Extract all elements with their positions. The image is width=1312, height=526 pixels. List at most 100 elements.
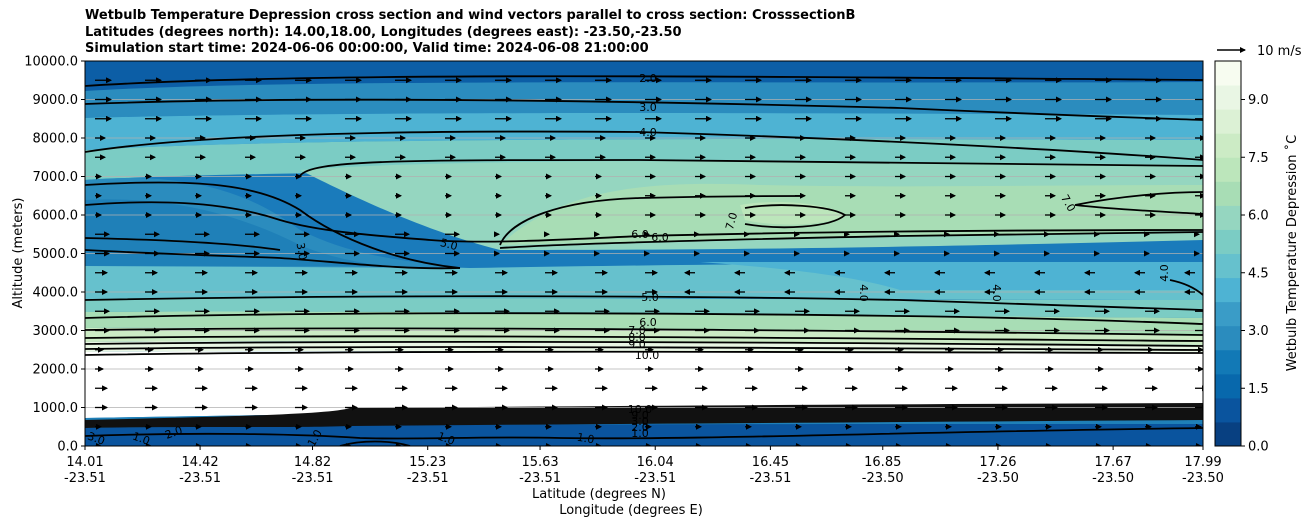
contour-label: 2.0 <box>631 421 649 434</box>
x-tick-lon: -23.50 <box>977 471 1019 486</box>
x-tick-lat: 16.04 <box>637 455 674 470</box>
title-line-3: Simulation start time: 2024-06-06 00:00:… <box>85 41 649 56</box>
colorbar-tick-label: 6.0 <box>1248 209 1269 224</box>
y-tick-label: 9000.0 <box>33 93 79 108</box>
colorbar-segment <box>1215 277 1241 303</box>
contour-label: 1.0 <box>576 431 595 447</box>
x-axis-label-lon: Longitude (degrees E) <box>559 503 703 518</box>
contour-label: 3.0 <box>639 101 657 114</box>
y-tick-label: 8000.0 <box>33 132 79 147</box>
colorbar-segment <box>1215 181 1241 206</box>
contour-label: 10.0 <box>635 349 660 362</box>
x-tick-lat: 16.85 <box>864 455 901 470</box>
x-tick-lat: 15.23 <box>409 455 446 470</box>
x-tick-lat: 14.82 <box>294 455 331 470</box>
contour-label: 4.0 <box>1158 264 1171 282</box>
x-tick-lat: 17.99 <box>1184 455 1221 470</box>
x-tick-lat: 16.45 <box>752 455 789 470</box>
y-tick-label: 4000.0 <box>33 286 79 301</box>
chart-title: Wetbulb Temperature Depression cross sec… <box>85 8 855 58</box>
x-tick-lon: -23.51 <box>292 471 334 486</box>
grid-lines <box>85 99 1203 408</box>
contour-label: 10.0 <box>628 403 653 416</box>
y-tick-label: 3000.0 <box>33 324 79 339</box>
contour-label: 5.0 <box>439 236 459 253</box>
y-tick-label: 0.0 <box>57 440 78 455</box>
contour-labels: 2.03.04.07.06.0 6.07.05.03.04.0 4.04.05.06… <box>86 72 1171 449</box>
contour-label: 4.0 <box>857 284 870 302</box>
contour-label: 9.0 <box>631 409 649 422</box>
x-tick-lon: -23.50 <box>1182 471 1224 486</box>
colorbar-segment <box>1215 109 1241 134</box>
colorbar-tick-label: 1.5 <box>1248 382 1269 397</box>
x-tick-lon: -23.51 <box>179 471 221 486</box>
contour-label: 8.0 <box>628 331 646 344</box>
contour-label: 5.0 <box>641 291 659 304</box>
colorbar-segment <box>1215 61 1241 86</box>
x-tick-lon: -23.51 <box>634 471 676 486</box>
colorbar-segment <box>1215 229 1241 254</box>
colorbar-segment <box>1215 421 1241 447</box>
contour-label: 6.0 <box>651 231 669 244</box>
colorbar-segment <box>1215 157 1241 182</box>
contour-label: 1.0 <box>631 427 649 440</box>
x-tick-lon: -23.51 <box>64 471 106 486</box>
colorbar-tick-label: 3.0 <box>1248 324 1269 339</box>
x-tick-lon: -23.51 <box>407 471 449 486</box>
y-tick-label: 5000.0 <box>33 247 79 262</box>
quiver-key-label: 10 m/s <box>1257 44 1302 59</box>
x-tick-lat: 14.01 <box>66 455 103 470</box>
x-tick-lon: -23.50 <box>862 471 904 486</box>
x-tick-lat: 17.67 <box>1095 455 1132 470</box>
contour-label: 1.0 <box>131 430 152 448</box>
colorbar-segment <box>1215 397 1241 423</box>
contour-label: 3.0 <box>631 415 649 428</box>
x-tick-lat: 17.26 <box>979 455 1016 470</box>
colorbar-segment <box>1215 349 1241 375</box>
x-axis-label-lat: Latitude (degrees N) <box>532 487 666 502</box>
colorbar-frame <box>1214 60 1242 447</box>
x-tick-lon: -23.51 <box>749 471 791 486</box>
colorbar-tick-label: 4.5 <box>1248 266 1269 281</box>
contour-label: 6.0 <box>631 228 649 241</box>
contour-label: 4.0 <box>990 284 1003 302</box>
title-line-2: Latitudes (degrees north): 14.00,18.00, … <box>85 24 682 40</box>
x-axis: 14.01-23.5114.42-23.5114.82-23.5115.23-2… <box>64 446 1224 486</box>
colorbar-tick-label: 7.5 <box>1248 151 1269 166</box>
colorbar-segment <box>1215 85 1241 110</box>
y-tick-label: 10000.0 <box>24 55 78 70</box>
y-tick-label: 6000.0 <box>33 209 79 224</box>
colorbar-tick-label: 9.0 <box>1248 93 1269 108</box>
contour-label: 4.0 <box>639 126 657 139</box>
colorbar: 0.0 1.5 3.0 4.5 6.0 7.5 9.0 <box>1214 60 1269 455</box>
colorbar-segment <box>1215 373 1241 399</box>
wind-vectors <box>95 77 1203 446</box>
colorbar-segment <box>1215 253 1241 279</box>
contour-label: 3.0 <box>294 242 310 261</box>
colorbar-label: Wetbulb Temperature Depression ˚C <box>1284 135 1300 372</box>
x-tick-lon: -23.50 <box>1092 471 1134 486</box>
y-axis-label: Altitude (meters) <box>11 198 26 309</box>
colorbar-segment <box>1215 301 1241 327</box>
y-tick-label: 1000.0 <box>33 401 79 416</box>
contour-label: 9.0 <box>628 338 646 351</box>
y-axis: 0.0 1000.0 2000.0 3000.0 4000.0 5000.0 6000.0 7… <box>24 55 85 455</box>
x-tick-lat: 15.63 <box>521 455 558 470</box>
contour-lines <box>85 75 1203 446</box>
contour-label: 7.0 <box>628 324 646 337</box>
y-tick-label: 2000.0 <box>33 363 79 378</box>
contour-label: 1.0 <box>436 430 457 448</box>
title-line-1: Wetbulb Temperature Depression cross sec… <box>85 8 856 23</box>
colorbar-segment <box>1215 205 1241 230</box>
contour-label: 7.0 <box>723 211 740 231</box>
contour-label: 3.0 <box>86 430 107 448</box>
colorbar-segment <box>1215 133 1241 158</box>
contour-label: 2.0 <box>163 424 184 442</box>
colorbar-segment <box>1215 325 1241 351</box>
contour-label: 2.0 <box>639 72 657 85</box>
contour-label: 6.0 <box>639 316 657 329</box>
colorbar-tick-label: 0.0 <box>1248 440 1269 455</box>
y-tick-label: 7000.0 <box>33 170 79 185</box>
x-tick-lon: -23.51 <box>519 471 561 486</box>
